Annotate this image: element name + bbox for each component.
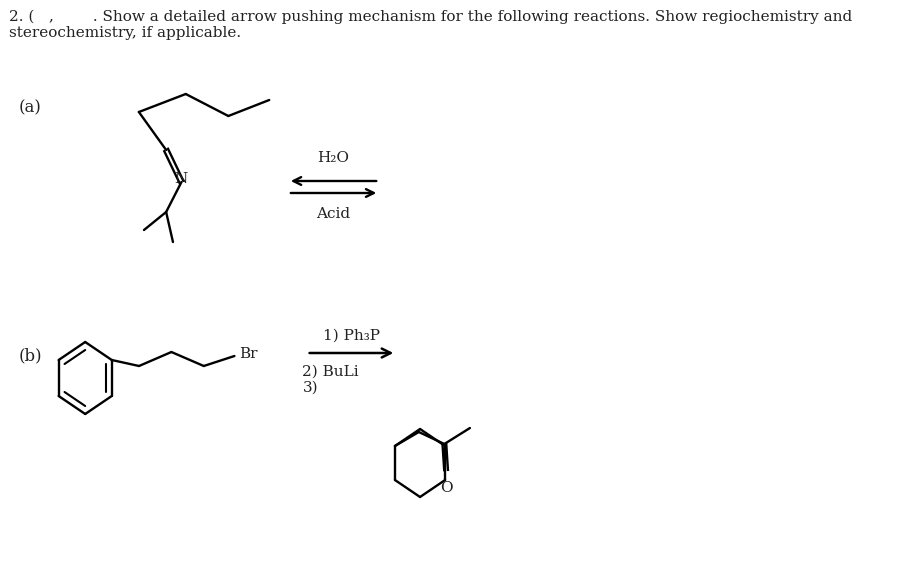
Text: O: O — [441, 481, 454, 495]
Text: (b): (b) — [18, 347, 42, 365]
Text: stereochemistry, if applicable.: stereochemistry, if applicable. — [8, 26, 241, 40]
Text: N: N — [174, 172, 188, 186]
Text: H₂O: H₂O — [317, 151, 349, 165]
Text: 1) Ph₃P: 1) Ph₃P — [323, 329, 380, 343]
Text: 2) BuLi: 2) BuLi — [302, 365, 359, 379]
Text: 2. (   ,        . Show a detailed arrow pushing mechanism for the following reac: 2. ( , . Show a detailed arrow pushing m… — [8, 10, 852, 24]
Text: 3): 3) — [302, 381, 318, 395]
Text: Br: Br — [240, 347, 258, 361]
Text: Acid: Acid — [316, 207, 350, 221]
Text: (a): (a) — [18, 99, 41, 117]
